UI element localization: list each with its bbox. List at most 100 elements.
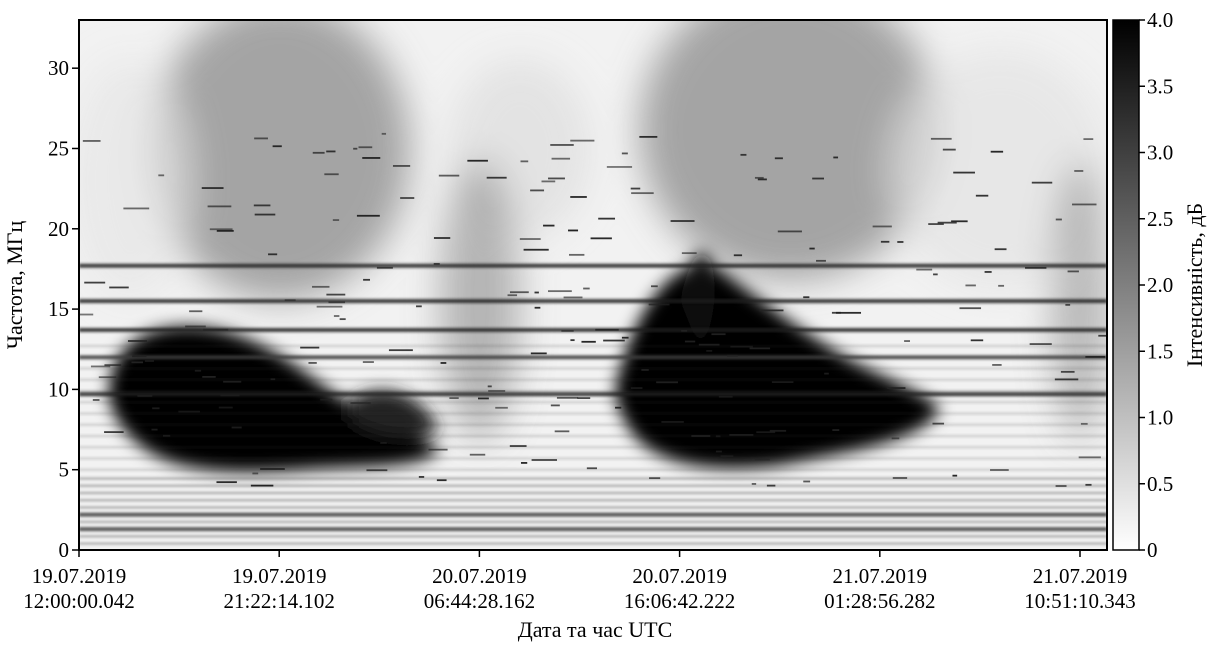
interference-dash: [933, 273, 938, 276]
interference-dash: [577, 397, 591, 399]
interference-dash: [333, 315, 340, 317]
colorbar-title: Інтенсивність, дБ: [1182, 203, 1207, 367]
interference-dash: [621, 152, 628, 155]
interference-dash: [362, 157, 381, 159]
interference-dash: [992, 364, 1002, 366]
interference-dash: [541, 180, 556, 183]
interference-dash: [392, 165, 411, 167]
interference-dash: [144, 360, 154, 362]
interference-dash: [1025, 266, 1047, 269]
interference-dash: [606, 166, 633, 168]
interference-dash: [550, 404, 560, 407]
interference-dash: [730, 345, 753, 348]
interference-dash: [824, 372, 829, 375]
colorbar: [1112, 19, 1140, 551]
interference-dash: [438, 174, 460, 177]
interference-dash: [932, 422, 945, 425]
interference-dash: [641, 369, 649, 371]
interference-dash: [270, 378, 276, 381]
interference-dash: [872, 225, 892, 228]
interference-band: [79, 484, 1107, 487]
interference-dash: [507, 294, 518, 297]
colorbar-tick-label: 2.0: [1147, 273, 1173, 297]
interference-dash: [1072, 203, 1097, 206]
interference-dash: [104, 364, 122, 366]
interference-band: [79, 446, 1107, 448]
interference-dash: [803, 480, 811, 483]
interference-dash: [109, 286, 129, 289]
interference-band: [79, 263, 1107, 268]
interference-dash: [534, 306, 541, 309]
interference-dash: [718, 395, 733, 398]
interference-band: [79, 424, 1107, 426]
interference-dash: [366, 469, 388, 472]
interference-dash: [757, 178, 767, 181]
interference-dash: [350, 402, 371, 404]
interference-dash: [548, 177, 565, 180]
interference-dash: [400, 197, 415, 199]
interference-dash: [766, 484, 776, 487]
interference-band: [79, 528, 1107, 531]
interference-dash: [803, 296, 810, 299]
interference-dash: [254, 213, 276, 216]
interference-dash: [916, 268, 933, 271]
interference-dash: [84, 281, 106, 284]
interference-dash: [1031, 181, 1053, 184]
interference-band: [79, 345, 1107, 347]
interference-dash: [998, 284, 1005, 287]
interference-dash: [486, 176, 507, 179]
interference-dash: [137, 395, 153, 397]
interference-dash: [621, 336, 629, 339]
interference-band: [79, 379, 1107, 381]
interference-dash: [1083, 138, 1094, 140]
interference-dash: [812, 177, 824, 180]
interference-dash: [326, 150, 336, 153]
x-tick-time-label: 16:06:42.222: [624, 589, 735, 613]
x-tick-date-label: 21.07.2019: [833, 564, 928, 588]
interference-dash: [523, 248, 549, 251]
plot-frame: [78, 19, 1108, 551]
interference-dash: [1080, 422, 1088, 425]
interference-band: [79, 356, 1107, 358]
interference-dash: [1055, 485, 1067, 487]
interference-dash: [92, 399, 100, 401]
interference-dash: [880, 240, 890, 243]
interference-dash: [904, 340, 910, 342]
interference-dash: [358, 146, 373, 149]
x-tick-date-label: 20.07.2019: [432, 564, 527, 588]
colorbar-axis: 4.0 3.5 3.0 2.5 2.0 1.5 1.0 0.5 0: [1139, 8, 1173, 562]
x-tick-date-label: 19.07.2019: [232, 564, 327, 588]
interference-dash: [216, 229, 234, 232]
interference-dash: [194, 369, 202, 372]
interference-dash: [952, 474, 958, 477]
interference-dash: [928, 223, 944, 225]
interference-band: [79, 513, 1107, 516]
interference-dash: [749, 347, 771, 350]
interference-dash: [127, 340, 147, 342]
interference-dash: [740, 153, 747, 156]
interference-dash: [308, 362, 317, 364]
colorbar-tick-label: 2.5: [1147, 207, 1173, 231]
interference-dash: [530, 352, 547, 355]
x-tick-date-label: 21.07.2019: [1033, 564, 1128, 588]
interference-band: [79, 367, 1107, 370]
interference-dash: [656, 381, 678, 384]
interference-dash: [569, 253, 585, 256]
interference-dash: [581, 340, 596, 343]
interference-dash: [328, 301, 346, 304]
interference-dash: [250, 484, 274, 487]
interference-dash: [886, 387, 906, 389]
interference-dash: [216, 481, 237, 484]
interference-dash: [891, 437, 900, 440]
y-tick-label: 15: [48, 297, 69, 321]
interference-dash: [809, 247, 815, 250]
interference-dash: [376, 266, 393, 269]
interference-dash: [388, 349, 413, 352]
interference-dash: [433, 237, 451, 239]
interference-dash: [595, 328, 619, 331]
interference-dash: [433, 262, 440, 265]
interference-dash: [965, 284, 976, 287]
interference-dash: [550, 144, 574, 146]
interference-dash: [598, 217, 616, 220]
